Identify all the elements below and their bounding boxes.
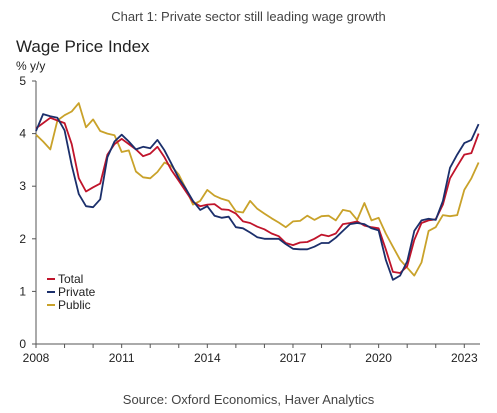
x-tick-label: 2014 — [194, 351, 221, 365]
y-tick-label: 5 — [19, 74, 26, 88]
chart-title: Wage Price Index — [16, 37, 150, 56]
legend-label-total: Total — [58, 272, 83, 286]
legend-label-public: Public — [58, 298, 91, 312]
y-tick-label: 0 — [19, 337, 26, 351]
y-tick-label: 1 — [19, 284, 26, 298]
legend-label-private: Private — [58, 285, 96, 299]
series-line-private — [35, 113, 480, 281]
axes: 0 1 2 3 4 5 2008 2011 2014 2017 2020 2023 — [19, 74, 480, 365]
chart-caption: Chart 1: Private sector still leading wa… — [111, 9, 386, 24]
y-tick-label: 4 — [19, 127, 26, 141]
series-line-total — [35, 116, 480, 274]
x-tick-label: 2017 — [280, 351, 307, 365]
source-note: Source: Oxford Economics, Haver Analytic… — [122, 392, 375, 407]
x-tick-label: 2023 — [451, 351, 478, 365]
y-tick-label: 3 — [19, 179, 26, 193]
x-tick-label: 2011 — [109, 351, 135, 365]
series-lines — [35, 102, 480, 281]
y-axis-label: % y/y — [16, 59, 45, 73]
y-tick-label: 2 — [19, 232, 26, 246]
x-tick-label: 2008 — [23, 351, 50, 365]
x-tick-label: 2020 — [365, 351, 392, 365]
